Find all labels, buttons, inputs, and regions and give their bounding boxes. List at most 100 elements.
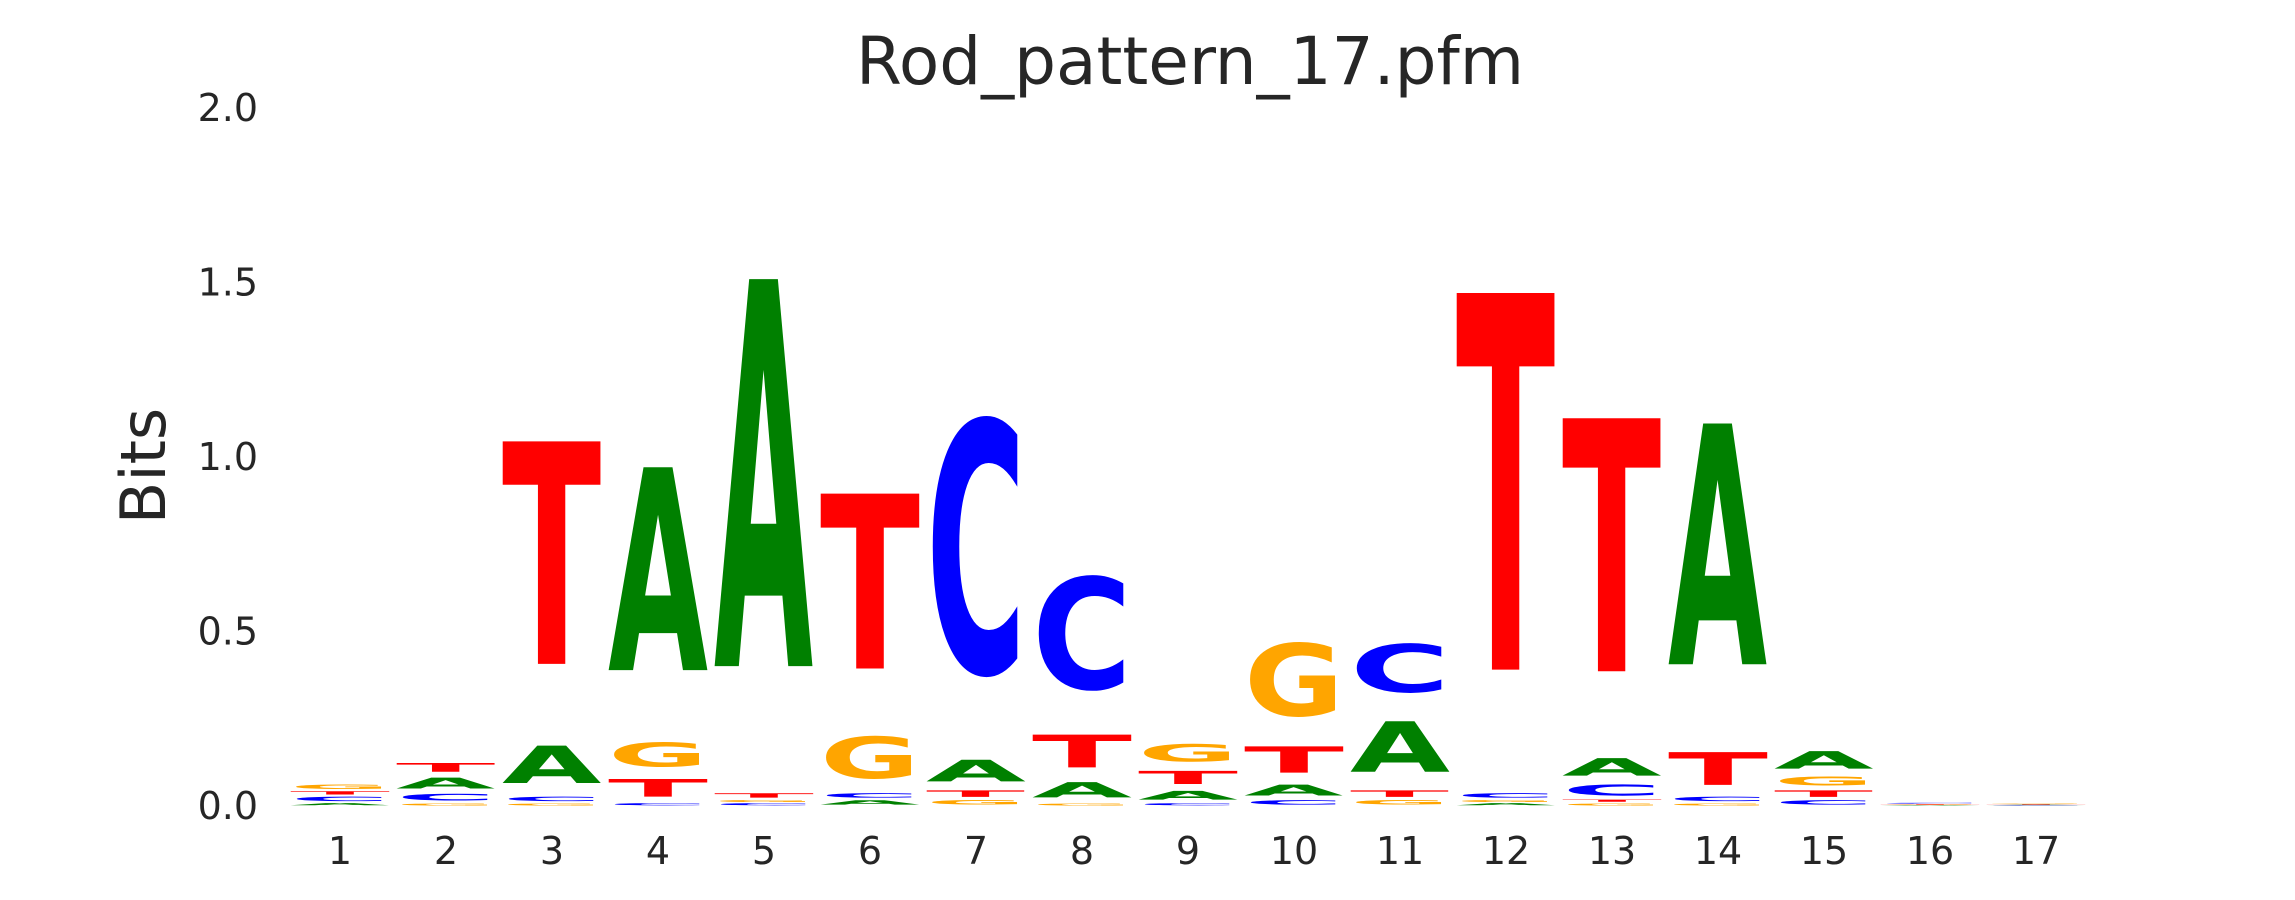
svg-text:G: G [820, 726, 920, 792]
logo-letter-c: C [926, 352, 1026, 754]
svg-text:A: A [1986, 805, 2087, 806]
svg-text:A: A [396, 775, 495, 792]
logo-letter-a: A [1032, 778, 1132, 802]
logo-letter-a: A [1774, 747, 1874, 775]
x-tick-label: 17 [2012, 829, 2060, 873]
x-tick-label: 13 [1588, 829, 1636, 873]
logo-letter-g: G [1032, 803, 1132, 806]
logo-letter-a: A [1244, 782, 1343, 799]
x-tick-label: 15 [1800, 829, 1848, 873]
svg-text:T: T [1244, 739, 1344, 781]
x-tick-label: 10 [1270, 829, 1318, 873]
svg-text:C: C [1456, 792, 1556, 799]
x-tick-label: 3 [540, 829, 564, 873]
svg-text:T: T [714, 792, 814, 799]
svg-text:T: T [502, 380, 601, 736]
logo-letter-t: T [1562, 350, 1661, 754]
x-tick-label: 7 [964, 829, 988, 873]
x-tick-label: 11 [1376, 829, 1424, 873]
logo-letter-g: G [1986, 803, 2086, 804]
y-tick-label: 2.0 [198, 86, 258, 130]
logo-letter-g: G [1668, 803, 1768, 806]
logo-letter-t: T [1138, 767, 1238, 788]
svg-text:T: T [1138, 767, 1238, 788]
logo-letter-g: G [1244, 623, 1344, 740]
logo-letter-g: G [820, 726, 920, 792]
svg-text:C: C [1350, 631, 1450, 708]
logo-letter-a: A [1880, 805, 1981, 806]
svg-text:G: G [1244, 623, 1344, 740]
svg-text:C: C [714, 803, 814, 806]
svg-text:T: T [290, 790, 390, 795]
svg-text:A: A [290, 803, 390, 806]
svg-text:G: G [1774, 775, 1874, 789]
logo-letter-t: T [290, 790, 390, 795]
svg-text:A: A [714, 175, 814, 792]
logo-letter-a: A [502, 736, 601, 796]
svg-text:T: T [1456, 190, 1556, 791]
svg-text:C: C [396, 792, 496, 802]
svg-text:G: G [396, 803, 496, 806]
x-tick-label: 14 [1694, 829, 1742, 873]
svg-text:G: G [1138, 739, 1238, 767]
logo-letter-c: C [1986, 805, 2086, 806]
svg-text:C: C [1244, 799, 1344, 806]
logo-letter-t: T [608, 774, 709, 802]
logo-letter-c: C [290, 796, 390, 803]
logo-letter-g: G [1562, 803, 1662, 806]
y-tick-label: 0.0 [198, 784, 258, 828]
logo-letter-c: C [1032, 548, 1132, 726]
svg-text:C: C [502, 796, 602, 803]
svg-text:A: A [502, 736, 601, 796]
svg-text:C: C [1774, 799, 1874, 806]
logo-letter-c: C [714, 803, 814, 806]
svg-text:T: T [1350, 789, 1449, 799]
logo-letter-t: T [502, 380, 601, 736]
logo-letter-g: G [608, 736, 708, 775]
x-tick-label: 2 [434, 829, 458, 873]
svg-text:T: T [1032, 726, 1132, 778]
svg-text:A: A [1032, 778, 1132, 802]
svg-text:G: G [502, 803, 602, 806]
logo-letter-g: G [1456, 799, 1556, 802]
svg-text:T: T [1562, 799, 1662, 802]
svg-text:C: C [1880, 803, 1980, 804]
svg-text:A: A [1456, 803, 1556, 806]
logo-letter-t: T [396, 761, 495, 775]
svg-text:A: A [1138, 789, 1238, 803]
svg-text:T: T [1562, 350, 1661, 754]
svg-text:A: A [1244, 782, 1343, 799]
logo-letter-g: G [290, 783, 390, 790]
logo-letter-t: T [1986, 804, 2086, 805]
svg-text:T: T [1668, 744, 1768, 796]
logo-letter-t: T [1668, 744, 1768, 796]
svg-text:G: G [1456, 799, 1556, 802]
svg-text:C: C [1562, 782, 1662, 799]
logo-letter-a: A [396, 775, 495, 792]
svg-text:T: T [926, 789, 1025, 799]
logo-letter-a: A [1668, 358, 1767, 743]
y-tick-label: 1.5 [198, 261, 258, 305]
logo-letter-a: A [290, 803, 390, 806]
svg-text:G: G [714, 799, 814, 802]
svg-text:A: A [1350, 708, 1451, 789]
logo-letter-a: A [1138, 789, 1238, 803]
svg-text:T: T [1774, 789, 1873, 799]
logo-letter-t: T [1456, 190, 1556, 791]
x-tick-label: 6 [858, 829, 882, 873]
svg-text:G: G [926, 799, 1026, 806]
y-tick-label: 1.0 [198, 435, 258, 479]
logo-letter-c: C [1880, 803, 1980, 804]
logo-letter-c: C [1668, 796, 1768, 803]
svg-text:G: G [608, 736, 708, 775]
x-tick-label: 1 [328, 829, 352, 873]
svg-text:G: G [1880, 805, 1980, 806]
logo-letter-a: A [1986, 805, 2087, 806]
svg-text:C: C [1668, 796, 1768, 803]
svg-text:C: C [1032, 548, 1132, 726]
logo-letter-a: A [608, 413, 708, 736]
logo-letters: ACTGGCATGCATCTGACGTAACGTGTACGATCCATGCATG… [290, 175, 2087, 806]
logo-letter-c: C [502, 796, 602, 803]
logo-letter-g: G [502, 803, 602, 806]
x-tick-label: 8 [1070, 829, 1094, 873]
